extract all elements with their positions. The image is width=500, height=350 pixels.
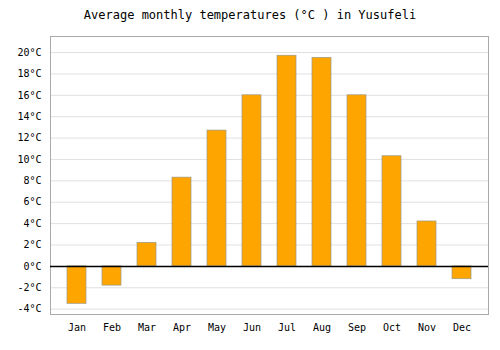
svg-text:Apr: Apr [173, 322, 191, 333]
svg-text:Mar: Mar [138, 322, 156, 333]
svg-text:Sep: Sep [348, 322, 366, 333]
svg-text:Dec: Dec [453, 322, 471, 333]
svg-text:Jul: Jul [278, 322, 296, 333]
svg-text:Jan: Jan [68, 322, 86, 333]
svg-text:2°C: 2°C [23, 239, 41, 250]
svg-text:16°C: 16°C [17, 90, 41, 101]
svg-text:Nov: Nov [418, 322, 436, 333]
svg-text:20°C: 20°C [17, 47, 41, 58]
svg-text:Oct: Oct [383, 322, 401, 333]
svg-text:Jun: Jun [243, 322, 261, 333]
svg-text:14°C: 14°C [17, 111, 41, 122]
svg-text:10°C: 10°C [17, 154, 41, 165]
svg-text:0°C: 0°C [23, 261, 41, 272]
svg-text:8°C: 8°C [23, 175, 41, 186]
svg-text:Aug: Aug [313, 322, 331, 333]
svg-text:Feb: Feb [103, 322, 121, 333]
svg-text:-2°C: -2°C [17, 282, 41, 293]
svg-text:4°C: 4°C [23, 218, 41, 229]
svg-text:May: May [208, 322, 226, 333]
svg-text:12°C: 12°C [17, 132, 41, 143]
svg-text:6°C: 6°C [23, 196, 41, 207]
html-text:Average monthly temperatures (: Average monthly temperatures (°C ) in Yu… [83, 8, 417, 22]
svg-text:-4°C: -4°C [17, 303, 41, 314]
svg-text:18°C: 18°C [17, 68, 41, 79]
